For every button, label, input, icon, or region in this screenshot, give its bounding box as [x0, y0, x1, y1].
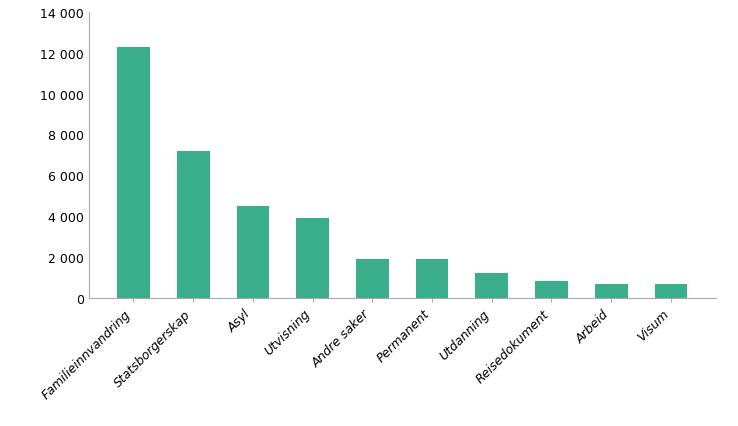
Bar [296, 219, 329, 298]
Bar [356, 259, 389, 298]
Bar [475, 274, 508, 298]
Bar [177, 151, 210, 298]
Bar [655, 285, 687, 298]
Bar [236, 207, 269, 298]
Bar [117, 47, 150, 298]
Bar [535, 281, 568, 298]
Bar [415, 259, 449, 298]
Bar [595, 284, 627, 298]
